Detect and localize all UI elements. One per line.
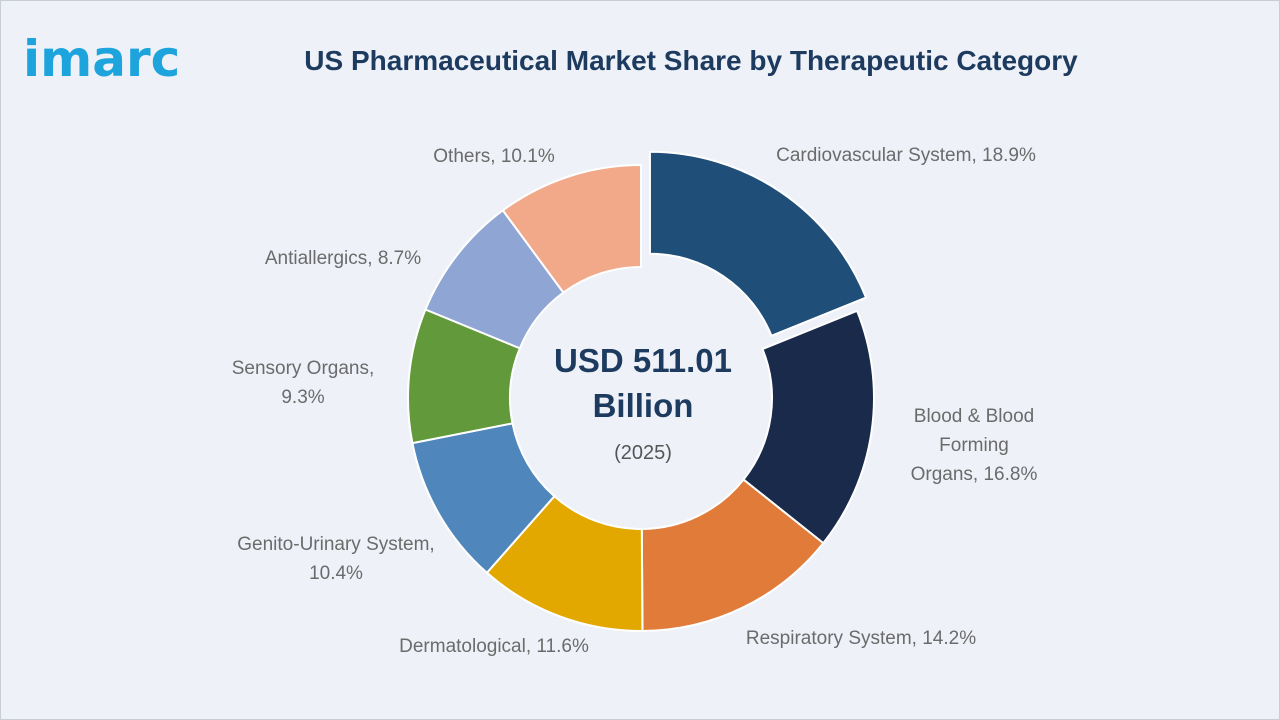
label-sensory-organs: Sensory Organs, 9.3% [232, 358, 375, 408]
imarc-logo: imarc [23, 30, 181, 88]
slice-cardiovascular-system [648, 150, 868, 338]
center-value-line1: USD 511.01 [554, 342, 732, 379]
donut-slices [407, 150, 875, 633]
slice-blood-blood-forming-organs [742, 309, 875, 545]
label-dermatological: Dermatological, 11.6% [399, 636, 589, 657]
label-blood-blood-forming-organs: Blood & Blood Forming Organs, 16.8% [911, 406, 1038, 485]
center-year: (2025) [614, 442, 672, 464]
label-antiallergics: Antiallergics, 8.7% [265, 248, 421, 269]
slice-labels: Cardiovascular System, 18.9% Blood & Bloo… [232, 145, 1038, 657]
label-cardiovascular-system: Cardiovascular System, 18.9% [776, 145, 1036, 166]
label-genito-urinary-system: Genito-Urinary System, 10.4% [237, 534, 434, 584]
label-others: Others, 10.1% [433, 146, 555, 167]
center-value-line2: Billion [593, 387, 694, 424]
label-respiratory-system: Respiratory System, 14.2% [746, 628, 976, 649]
chart-title: US Pharmaceutical Market Share by Therap… [304, 45, 1078, 76]
slice-others [501, 163, 642, 294]
